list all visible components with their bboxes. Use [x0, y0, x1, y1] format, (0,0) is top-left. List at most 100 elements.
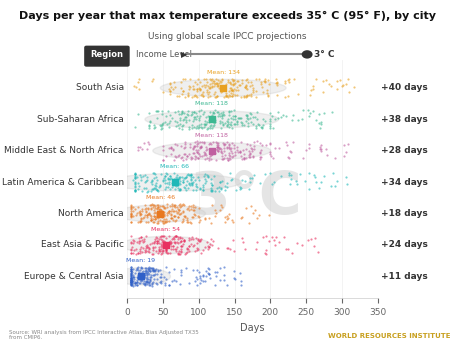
Point	[186, 181, 193, 186]
Point	[203, 90, 211, 95]
Point	[197, 273, 204, 279]
Point	[133, 283, 141, 288]
Point	[172, 141, 179, 147]
Point	[189, 83, 197, 89]
Point	[158, 241, 165, 247]
Point	[180, 184, 187, 190]
Point	[256, 180, 263, 186]
Point	[146, 118, 153, 124]
Point	[214, 148, 222, 154]
Point	[309, 108, 317, 114]
Point	[149, 247, 157, 252]
Point	[127, 246, 135, 252]
Point	[127, 203, 135, 208]
Point	[240, 94, 248, 100]
Point	[190, 174, 197, 180]
Point	[205, 94, 212, 100]
Point	[238, 185, 245, 191]
Point	[158, 214, 166, 220]
Point	[196, 205, 203, 211]
Point	[212, 80, 220, 86]
Point	[242, 146, 249, 152]
Point	[195, 214, 202, 220]
Point	[184, 93, 192, 98]
Point	[247, 119, 254, 125]
Point	[210, 115, 217, 121]
Point	[209, 118, 216, 124]
Point	[179, 157, 187, 163]
Point	[192, 93, 199, 99]
Point	[170, 235, 177, 241]
Point	[127, 269, 135, 274]
Point	[188, 214, 195, 219]
Point	[186, 151, 193, 157]
Point	[161, 204, 168, 210]
Point	[148, 267, 155, 273]
Point	[175, 93, 182, 99]
Point	[169, 217, 177, 223]
Point	[153, 282, 161, 287]
Point	[268, 153, 275, 159]
Ellipse shape	[115, 205, 206, 222]
Point	[208, 151, 215, 156]
Point	[235, 82, 243, 88]
Point	[241, 152, 248, 157]
Point	[313, 76, 320, 81]
Point	[137, 272, 144, 278]
Point	[247, 142, 254, 147]
Ellipse shape	[108, 173, 242, 191]
Point	[167, 215, 174, 220]
Point	[222, 187, 229, 193]
Point	[152, 180, 160, 186]
Point	[133, 274, 140, 280]
Point	[247, 179, 254, 185]
Point	[171, 183, 178, 188]
Point	[189, 145, 197, 151]
Point	[225, 121, 232, 126]
Point	[186, 280, 193, 286]
Point	[215, 148, 222, 154]
Point	[247, 115, 254, 120]
Point	[127, 282, 135, 288]
Point	[127, 239, 135, 245]
Text: Mean: 66: Mean: 66	[160, 164, 189, 169]
Point	[149, 240, 156, 245]
Point	[187, 177, 195, 183]
Point	[162, 247, 169, 252]
Point	[138, 206, 145, 211]
Point	[311, 174, 318, 179]
Point	[258, 84, 266, 89]
Point	[136, 240, 143, 246]
Point	[319, 78, 327, 84]
Point	[164, 241, 172, 246]
Point	[167, 250, 174, 256]
Point	[152, 236, 159, 242]
Point	[134, 180, 142, 186]
Point	[224, 139, 231, 144]
Point	[145, 219, 152, 225]
Point	[197, 251, 205, 256]
Point	[216, 145, 223, 151]
Point	[263, 87, 271, 93]
Point	[223, 145, 231, 150]
Point	[313, 117, 320, 122]
Point	[225, 153, 233, 158]
Point	[226, 142, 233, 147]
Point	[236, 149, 243, 154]
Point	[138, 178, 145, 183]
Point	[226, 88, 233, 93]
Point	[259, 122, 267, 128]
Point	[151, 124, 158, 130]
Point	[167, 212, 174, 218]
Point	[187, 172, 195, 178]
Point	[163, 212, 171, 218]
Point	[177, 86, 185, 91]
Point	[182, 174, 190, 179]
Point	[139, 215, 147, 220]
Point	[202, 121, 210, 126]
Point	[182, 119, 189, 125]
Point	[133, 279, 141, 285]
Point	[216, 120, 223, 126]
Point	[171, 204, 178, 209]
Point	[328, 183, 335, 189]
